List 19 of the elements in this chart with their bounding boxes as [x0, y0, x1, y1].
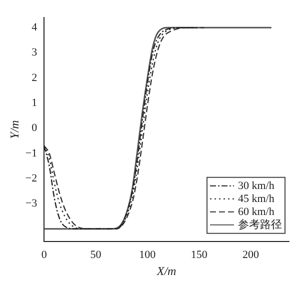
y-tick-label: 0 — [32, 122, 38, 134]
x-tick-label: 150 — [190, 248, 208, 261]
legend-label: 45 km/h — [238, 192, 275, 205]
legend-label: 30 km/h — [238, 180, 275, 192]
x-axis-title: X/m — [156, 264, 177, 278]
y-tick-label: 3 — [32, 46, 38, 59]
legend-label: 参考路径 — [238, 218, 282, 231]
y-axis-title: Y/m — [7, 120, 22, 139]
x-tick-label: 0 — [41, 248, 48, 261]
y-tick-label: −2 — [25, 172, 38, 184]
y-tick-label: 4 — [32, 22, 38, 34]
x-tick-label: 200 — [242, 248, 260, 261]
y-tick-label: 2 — [32, 72, 38, 84]
y-tick-label: −1 — [25, 147, 38, 160]
x-tick-label: 100 — [139, 248, 156, 261]
y-tick-label: −3 — [25, 198, 38, 210]
x-tick-label: 50 — [90, 248, 102, 261]
legend-label: 60 km/h — [238, 206, 275, 218]
y-tick-label: 1 — [32, 96, 38, 109]
